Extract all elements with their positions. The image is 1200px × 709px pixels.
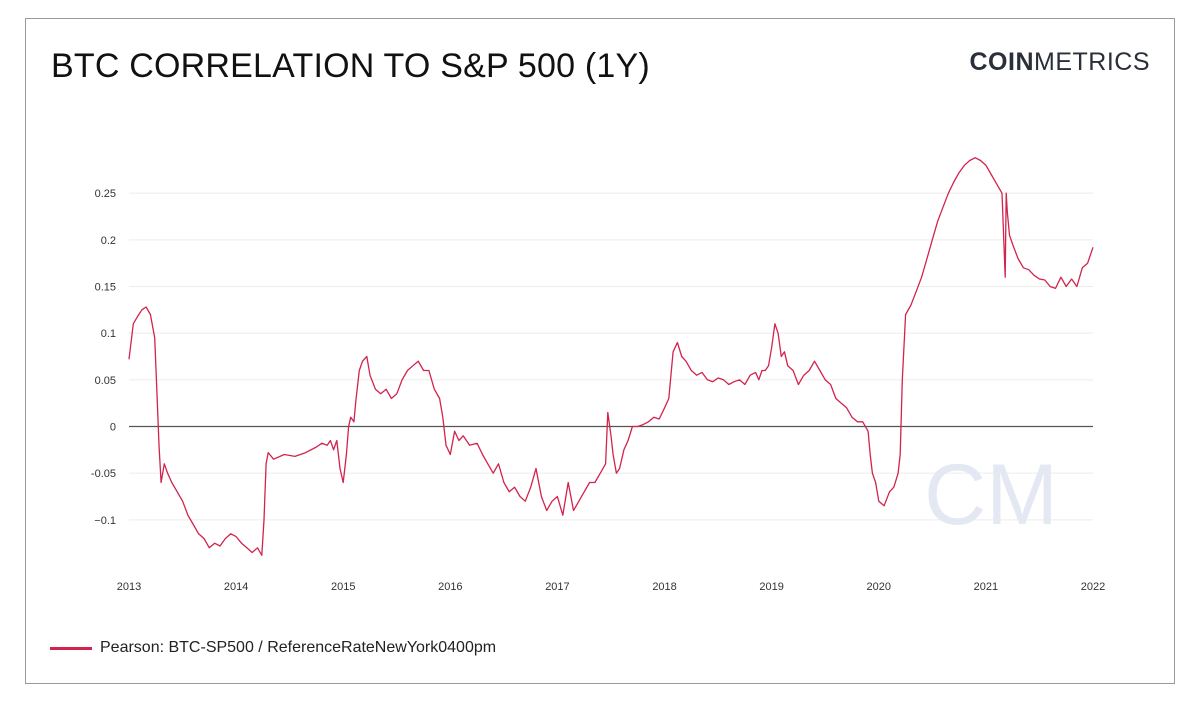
series-group bbox=[128, 157, 1094, 556]
y-tick-label: 0.2 bbox=[101, 235, 116, 247]
x-tick-label: 2015 bbox=[331, 581, 355, 593]
y-tick-label: 0.15 bbox=[95, 282, 116, 294]
x-tick-label: 2022 bbox=[1081, 581, 1105, 593]
x-axis-ticks: 2013 2014 2015 2016 2017 2018 2019 2020 2021 2022 bbox=[117, 581, 1105, 593]
legend-label: Pearson: BTC-SP500 / ReferenceRateNewYor… bbox=[100, 639, 497, 656]
x-tick-label: 2019 bbox=[759, 581, 783, 593]
watermark-logo: CM bbox=[924, 447, 1058, 543]
brand-logo-bold: COIN bbox=[969, 48, 1034, 76]
x-tick-label: 2021 bbox=[974, 581, 998, 593]
y-tick-label: 0.05 bbox=[95, 375, 116, 387]
x-tick-label: 2013 bbox=[117, 581, 141, 593]
brand-logo: COINMETRICS bbox=[970, 48, 1151, 77]
y-tick-label: 0 bbox=[110, 422, 116, 434]
x-tick-label: 2020 bbox=[867, 581, 891, 593]
line-chart: CM 0.25 0.2 0.15 0.1 0.05 0 -0.05 −0.1 2013 2014… bbox=[91, 157, 1105, 593]
chart-title: BTC CORRELATION TO S&P 500 (1Y) bbox=[51, 47, 650, 85]
x-tick-label: 2018 bbox=[652, 581, 676, 593]
x-tick-label: 2014 bbox=[224, 581, 248, 593]
y-tick-label: 0.25 bbox=[95, 188, 116, 200]
legend-swatch bbox=[50, 646, 92, 650]
y-tick-label: −0.1 bbox=[94, 515, 116, 527]
y-axis-ticks: 0.25 0.2 0.15 0.1 0.05 0 -0.05 −0.1 bbox=[91, 188, 116, 527]
chart-frame: BTC CORRELATION TO S&P 500 (1Y) COINMETR… bbox=[25, 18, 1175, 684]
legend: Pearson: BTC-SP500 / ReferenceRateNewYor… bbox=[50, 639, 496, 657]
brand-logo-light: METRICS bbox=[1034, 48, 1150, 76]
series-line bbox=[128, 157, 1094, 556]
x-tick-label: 2016 bbox=[438, 581, 462, 593]
x-tick-label: 2017 bbox=[545, 581, 569, 593]
y-tick-label: 0.1 bbox=[101, 328, 116, 340]
y-tick-label: -0.05 bbox=[91, 468, 116, 480]
grid-lines bbox=[129, 192, 1093, 521]
